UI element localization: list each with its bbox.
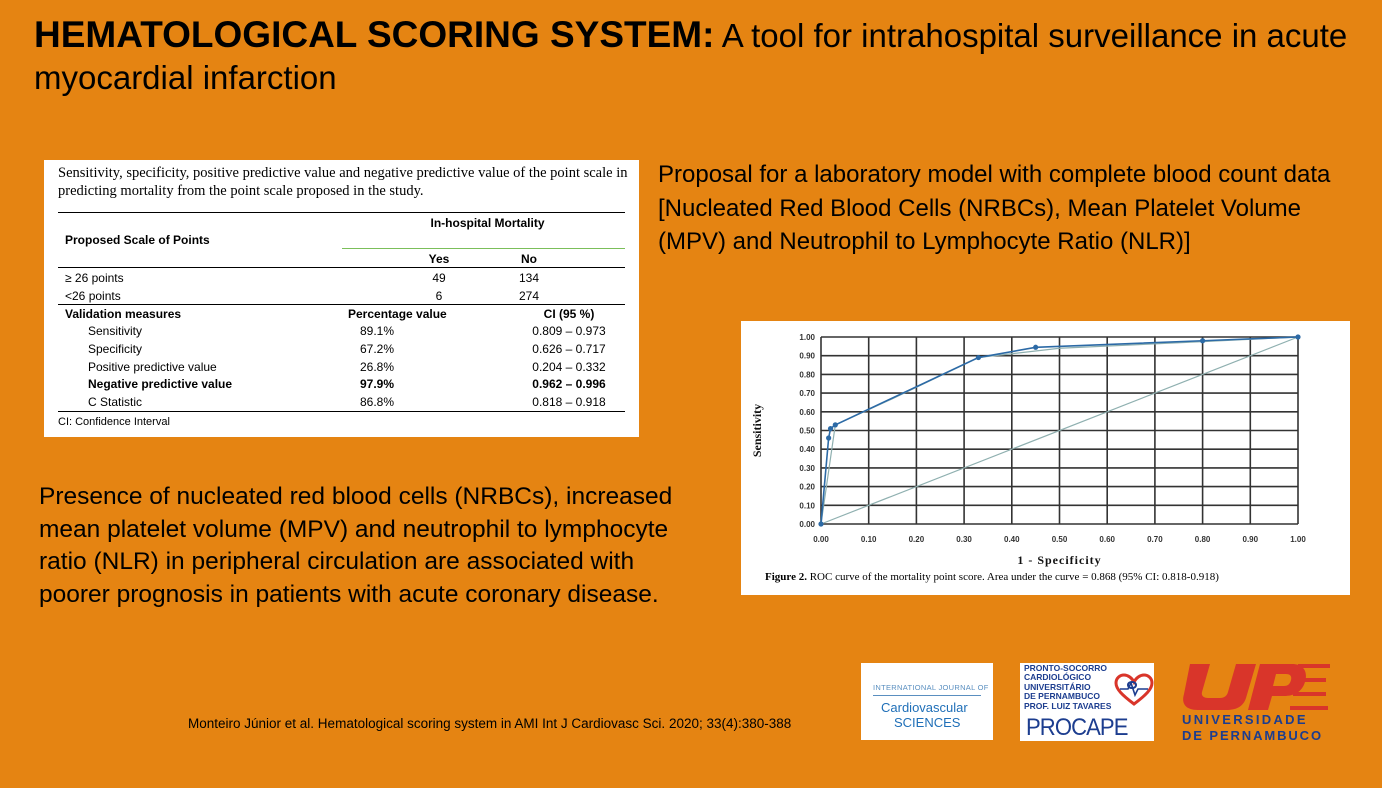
upe-logo-mark — [1183, 664, 1330, 710]
measure-ci: 0.818 – 0.918 — [532, 395, 606, 409]
measure-ci: 0.204 – 0.332 — [532, 360, 606, 374]
y-tick-label: 0.40 — [799, 445, 815, 454]
table-row-yes: 6 — [435, 289, 443, 303]
roc-caption-rest: ROC curve of the mortality point score. … — [806, 571, 1219, 583]
presence-text: Presence of nucleated red blood cells (N… — [39, 483, 673, 608]
table-rule — [58, 267, 625, 268]
ijcs-logo-line — [873, 695, 981, 696]
measure-value: 26.8% — [360, 360, 395, 374]
x-tick-label: 0.60 — [1099, 535, 1115, 544]
table-footnote: CI: Confidence Interval — [58, 416, 170, 428]
title-rest: A tool for intrahospital surveillance in… — [34, 17, 1348, 96]
proposal-text: Proposal for a laboratory model with com… — [658, 161, 1331, 255]
roc-point — [1033, 344, 1039, 350]
roc-point — [975, 354, 982, 361]
x-axis-label: 1 - Specificity — [1017, 553, 1101, 567]
table-row-no: 134 — [518, 271, 540, 285]
validation-table-panel: Sensitivity, specificity, positive predi… — [44, 160, 639, 437]
upe-logo-sub2: DE PERNAMBUCO — [1182, 728, 1323, 743]
citation: Monteiro Júnior et al. Hematological sco… — [188, 716, 792, 731]
y-tick-label: 1.00 — [799, 333, 815, 342]
y-tick-label: 0.80 — [799, 370, 815, 379]
table-col-yes: Yes — [428, 252, 450, 266]
measure-label: Specificity — [88, 342, 143, 356]
y-tick-label: 0.70 — [799, 389, 815, 398]
validation-header-label: Validation measures — [65, 307, 182, 321]
x-tick-label: 0.50 — [1052, 535, 1068, 544]
procape-line: PROF. LUIZ TAVARES — [1024, 700, 1112, 711]
page-title: HEMATOLOGICAL SCORING SYSTEM: A tool for… — [34, 14, 1364, 99]
roc-point — [827, 426, 834, 432]
x-tick-label: 1.00 — [1290, 535, 1306, 544]
measure-label: C Statistic — [88, 395, 143, 409]
x-tick-label: 0.10 — [861, 535, 877, 544]
ijcs-logo-line2: SCIENCES — [894, 715, 961, 730]
title-bold: HEMATOLOGICAL SCORING SYSTEM: — [34, 14, 715, 55]
procape-line: CARDIOLÓGICO — [1024, 672, 1092, 683]
table-row-no: 274 — [518, 289, 540, 303]
procape-logo: PRONTO-SOCORRO CARDIOLÓGICO UNIVERSITÁRI… — [1020, 663, 1154, 741]
x-tick-label: 0.00 — [813, 535, 829, 544]
upe-logo-sub1: UNIVERSIDADE — [1182, 712, 1308, 727]
measure-ci: 0.626 – 0.717 — [532, 342, 606, 356]
procape-line: UNIVERSITÁRIO — [1024, 681, 1091, 692]
measure-ci: 0.962 – 0.996 — [532, 377, 606, 391]
x-tick-label: 0.20 — [909, 535, 925, 544]
table-rule — [58, 411, 625, 412]
roc-chart-panel: 0.00 0.10 0.20 0.30 0.40 0.50 0.60 0.70 0.80 0.90… — [741, 321, 1350, 595]
roc-point — [1295, 334, 1301, 340]
x-tick-label: 0.80 — [1195, 535, 1211, 544]
validation-header-ci: CI (95 %) — [543, 307, 595, 321]
measure-value: 86.8% — [360, 395, 395, 409]
measure-value: 97.9% — [360, 377, 395, 391]
y-tick-label: 0.30 — [799, 464, 815, 473]
measure-label: Positive predictive value — [88, 360, 217, 374]
roc-point — [826, 435, 832, 441]
table-row-label: <26 points — [65, 289, 121, 303]
ijcs-logo-line1: Cardiovascular — [881, 700, 968, 715]
roc-point — [832, 422, 838, 428]
ijcs-logo-top: INTERNATIONAL JOURNAL OF — [873, 683, 989, 692]
roc-point — [1200, 338, 1206, 344]
y-tick-label: 0.60 — [799, 408, 815, 417]
heart-icon — [1114, 673, 1154, 706]
table-caption: Sensitivity, specificity, positive predi… — [58, 165, 628, 199]
y-axis-label: Sensitivity — [750, 404, 764, 457]
y-tick-label: 0.50 — [799, 427, 815, 436]
y-tick-label: 0.10 — [799, 501, 815, 510]
table-group-rule — [342, 248, 625, 250]
measure-ci: 0.809 – 0.973 — [532, 324, 606, 338]
table-rule — [58, 304, 625, 305]
x-tick-label: 0.30 — [956, 535, 972, 544]
x-tick-label: 0.40 — [1004, 535, 1020, 544]
table-col-no: No — [521, 252, 537, 266]
x-tick-label: 0.90 — [1243, 535, 1259, 544]
roc-chart: 0.00 0.10 0.20 0.30 0.40 0.50 0.60 0.70 0.80 0.90… — [750, 333, 1306, 567]
table-row-yes: 49 — [432, 271, 446, 285]
ijcs-logo: INTERNATIONAL JOURNAL OF Cardiovascular … — [861, 663, 993, 740]
roc-caption-bold: Figure 2. — [765, 571, 807, 583]
roc-caption: Figure 2. ROC curve of the mortality poi… — [765, 571, 1345, 583]
roc-point — [818, 521, 824, 527]
upe-logo: UNIVERSIDADE DE PERNAMBUCO — [1180, 660, 1335, 745]
validation-header-value: Percentage value — [348, 307, 447, 321]
table-rule — [58, 212, 625, 213]
measure-label: Sensitivity — [88, 324, 143, 338]
x-tick-label: 0.70 — [1147, 535, 1163, 544]
table-header-group: In-hospital Mortality — [430, 216, 545, 230]
measure-value: 67.2% — [360, 342, 395, 356]
procape-line: DE PERNAMBUCO — [1024, 691, 1101, 702]
y-tick-label: 0.20 — [799, 483, 815, 492]
procape-line: PRONTO-SOCORRO — [1024, 663, 1107, 673]
table-header-left: Proposed Scale of Points — [65, 233, 210, 247]
measure-value: 89.1% — [360, 324, 395, 338]
procape-logo-name: PROCAPE — [1026, 714, 1128, 741]
reference-line — [820, 336, 1299, 525]
y-tick-label: 0.90 — [799, 352, 815, 361]
y-tick-label: 0.00 — [799, 520, 815, 529]
procape-logo-lines: PRONTO-SOCORRO CARDIOLÓGICO UNIVERSITÁRI… — [1024, 663, 1112, 711]
measure-label: Negative predictive value — [88, 377, 233, 391]
table-row-label: ≥ 26 points — [65, 271, 124, 285]
